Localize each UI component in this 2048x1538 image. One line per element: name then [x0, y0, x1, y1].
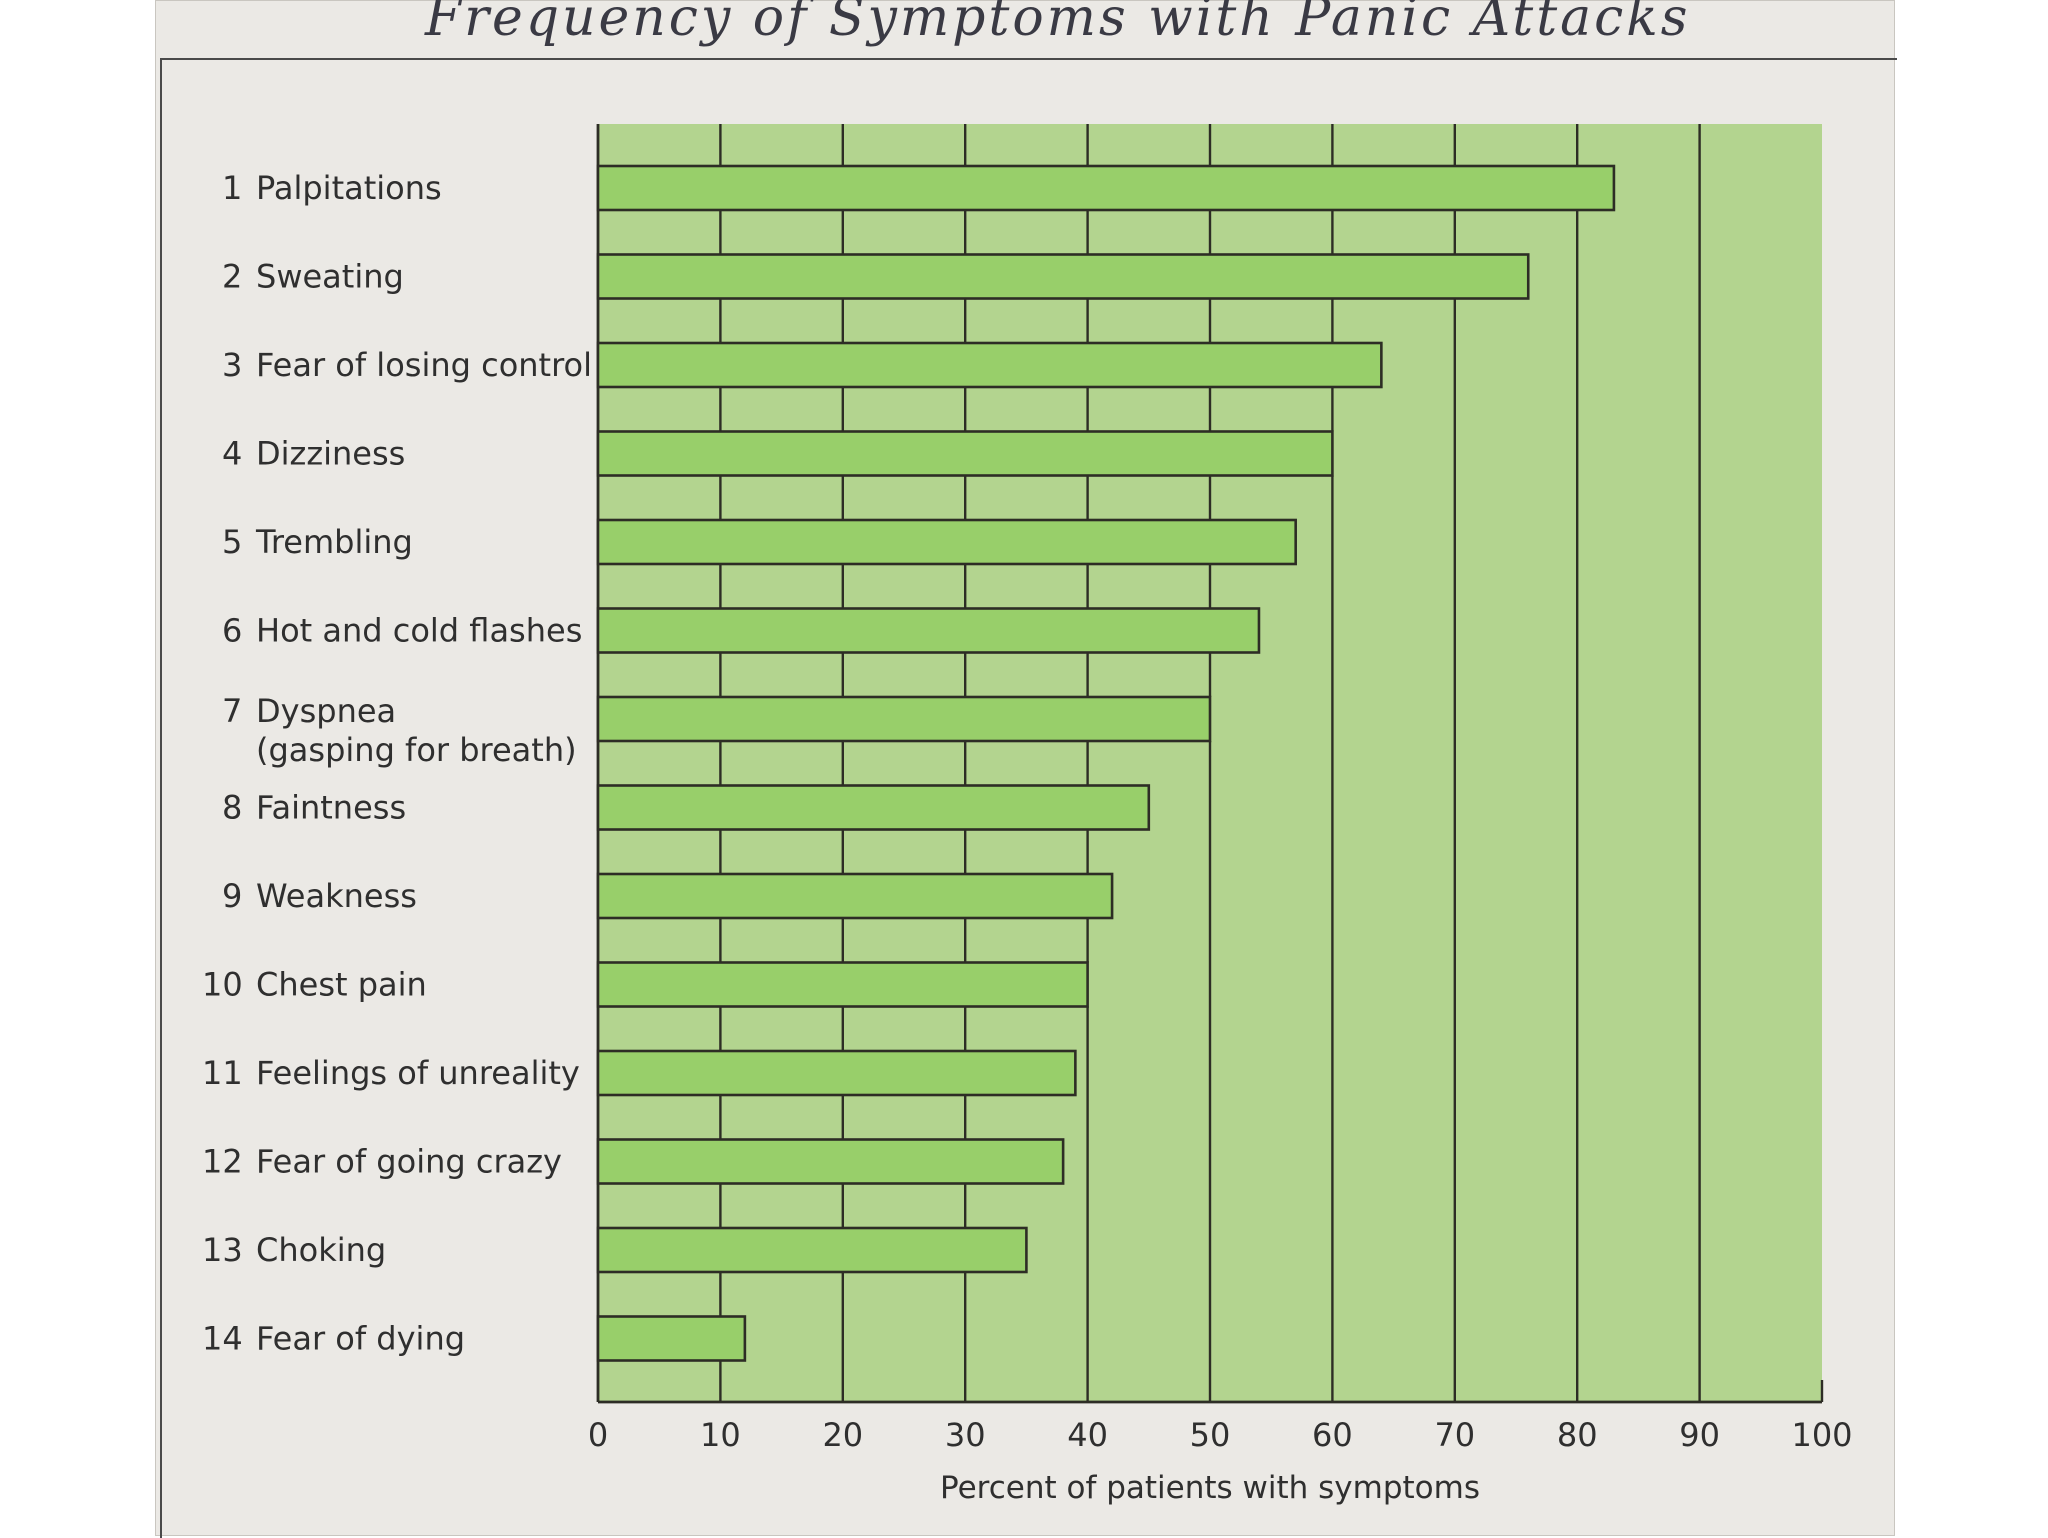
bar-6 [596, 607, 1261, 654]
x-axis-title: Percent of patients with symptoms [940, 1470, 1480, 1506]
bar-2 [596, 253, 1530, 300]
category-label-9: Weakness [256, 877, 417, 915]
category-label-2: Sweating [256, 258, 404, 296]
x-tick-label-10: 10 [700, 1416, 741, 1454]
bar-14 [596, 1315, 747, 1362]
bar-11 [596, 1049, 1077, 1097]
bar-3 [596, 341, 1383, 389]
category-number-1: 1 [222, 169, 242, 207]
bar-12 [596, 1138, 1065, 1185]
category-label-8: Faintness [256, 789, 406, 827]
category-label-6: Hot and cold flashes [256, 612, 582, 650]
category-number-9: 9 [222, 877, 242, 915]
category-number-8: 8 [222, 789, 242, 827]
category-number-2: 2 [222, 258, 242, 296]
category-number-11: 11 [202, 1054, 243, 1092]
category-label-4: Dizziness [256, 435, 405, 473]
category-label-12: Fear of going crazy [256, 1143, 562, 1181]
chart-title: Frequency of Symptoms with Panic Attacks [425, 0, 1691, 48]
bar-9 [596, 872, 1114, 920]
x-tick-label-50: 50 [1190, 1416, 1231, 1454]
category-number-3: 3 [222, 346, 242, 384]
bar-13 [596, 1226, 1028, 1274]
bar-4 [596, 430, 1334, 477]
category-number-10: 10 [202, 966, 243, 1004]
chart-frame [160, 58, 1897, 1538]
x-tick-label-70: 70 [1434, 1416, 1475, 1454]
x-tick-label-30: 30 [945, 1416, 986, 1454]
category-label-11: Feelings of unreality [256, 1054, 580, 1092]
x-tick-label-0: 0 [588, 1416, 608, 1454]
category-label-10: Chest pain [256, 966, 427, 1004]
category-label-14: Fear of dying [256, 1320, 465, 1358]
category-number-14: 14 [202, 1320, 243, 1358]
category-number-7: 7 [222, 692, 242, 730]
category-number-5: 5 [222, 523, 242, 561]
category-label-13: Choking [256, 1231, 386, 1269]
category-label-7-line2: (gasping for breath) [256, 731, 577, 769]
bar-8 [596, 784, 1151, 831]
category-label-3: Fear of losing control [256, 346, 592, 384]
x-tick-label-90: 90 [1679, 1416, 1720, 1454]
category-label-1: Palpitations [256, 169, 442, 207]
x-tick-label-100: 100 [1791, 1416, 1852, 1454]
x-tick-label-60: 60 [1312, 1416, 1353, 1454]
bar-10 [596, 961, 1089, 1008]
x-tick-label-40: 40 [1067, 1416, 1108, 1454]
category-label-5: Trembling [255, 523, 413, 561]
category-number-6: 6 [222, 612, 242, 650]
category-number-12: 12 [202, 1143, 243, 1181]
category-number-4: 4 [222, 435, 242, 473]
bar-1 [596, 164, 1616, 212]
bar-7 [596, 695, 1212, 743]
category-number-13: 13 [202, 1231, 243, 1269]
x-tick-label-20: 20 [822, 1416, 863, 1454]
category-label-7: Dyspnea [256, 692, 396, 730]
bar-5 [596, 518, 1297, 566]
x-tick-label-80: 80 [1557, 1416, 1598, 1454]
